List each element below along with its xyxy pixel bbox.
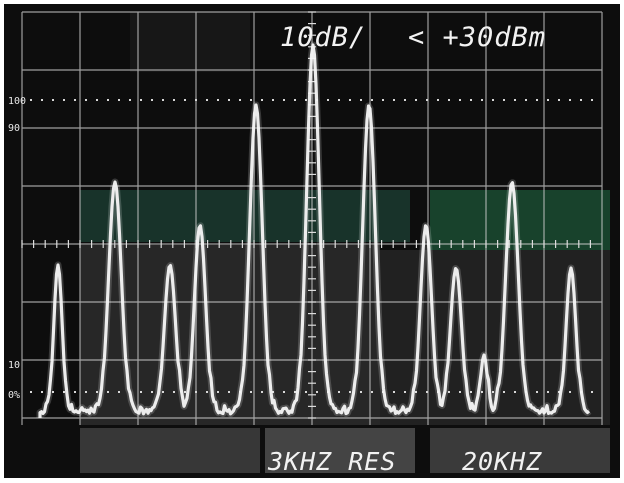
reference-dots <box>30 99 600 393</box>
graticule <box>21 11 603 425</box>
spectrum-trace <box>38 43 591 418</box>
spectrum-trace-glow <box>36 41 592 418</box>
span-label: 20KHZ <box>462 447 542 476</box>
scale-label: 10dB/ <box>280 22 366 53</box>
reference-level-label: < +30dBm <box>408 22 546 53</box>
mark-10: 10 <box>8 360 20 371</box>
mark-0: 0% <box>8 390 20 401</box>
mark-100: 100 <box>8 96 26 107</box>
resolution-label: 3KHZ RES <box>267 447 396 476</box>
mark-90: 90 <box>8 123 20 134</box>
